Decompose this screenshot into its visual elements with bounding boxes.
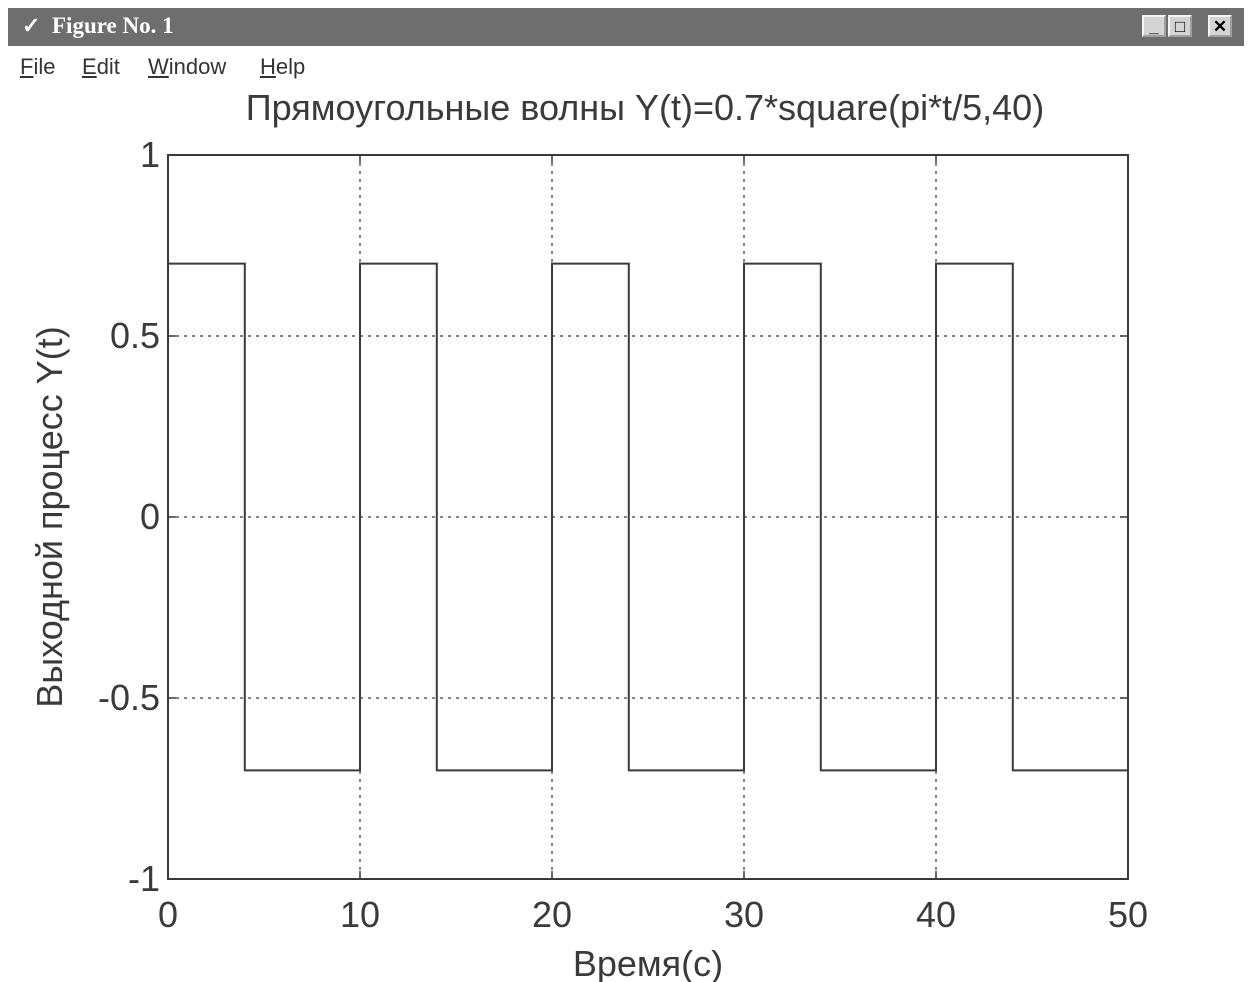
x-tick-label: 20: [532, 894, 572, 935]
menu-file-label: ile: [33, 54, 56, 79]
menu-edit-label: dit: [96, 54, 120, 79]
tick-labels: 0 10 20 30 40 50 -1 -0.5 0 0.5 1: [98, 134, 1148, 935]
y-tick-label: 0.5: [110, 315, 160, 356]
window-title: Figure No. 1: [52, 13, 174, 38]
menu-help[interactable]: Help: [260, 54, 305, 80]
menu-help-mnemonic: H: [260, 54, 276, 79]
close-icon: ✕: [1212, 17, 1228, 36]
y-tick-label: -0.5: [98, 677, 160, 718]
maximize-icon: □: [1174, 17, 1186, 36]
menu-file-mnemonic: F: [20, 54, 34, 79]
y-axis-label: Выходной процесс Y(t): [29, 326, 70, 708]
chart-title: Прямоугольные волны Y(t)=0.7*square(pi*t…: [246, 87, 1044, 128]
maximize-button[interactable]: □: [1168, 15, 1192, 37]
y-tick-label: -1: [128, 858, 160, 899]
x-tick-label: 30: [724, 894, 764, 935]
title-bar[interactable]: ✓ Figure No. 1 _ □ ✕: [8, 8, 1244, 46]
menu-help-label: elp: [275, 54, 306, 79]
y-tick-label: 1: [140, 134, 160, 175]
x-tick-label: 40: [916, 894, 956, 935]
x-tick-label: 50: [1108, 894, 1148, 935]
minimize-icon: _: [1149, 17, 1159, 36]
x-axis-label: Время(с): [573, 943, 723, 982]
menu-window-mnemonic: W: [148, 54, 169, 79]
tick-marks: [167, 154, 1129, 880]
menu-window-label: indow: [168, 54, 227, 79]
menu-edit[interactable]: Edit: [82, 54, 120, 80]
menu-edit-mnemonic: E: [82, 54, 97, 79]
figure-icon[interactable]: ✓: [22, 13, 41, 38]
menu-file[interactable]: File: [20, 54, 55, 80]
close-button[interactable]: ✕: [1208, 15, 1232, 37]
x-tick-label: 0: [158, 894, 178, 935]
minimize-button[interactable]: _: [1142, 15, 1166, 37]
menu-window[interactable]: Window: [148, 54, 226, 80]
y-tick-label: 0: [140, 496, 160, 537]
square-wave-line: [168, 262, 1128, 772]
x-tick-label: 10: [340, 894, 380, 935]
